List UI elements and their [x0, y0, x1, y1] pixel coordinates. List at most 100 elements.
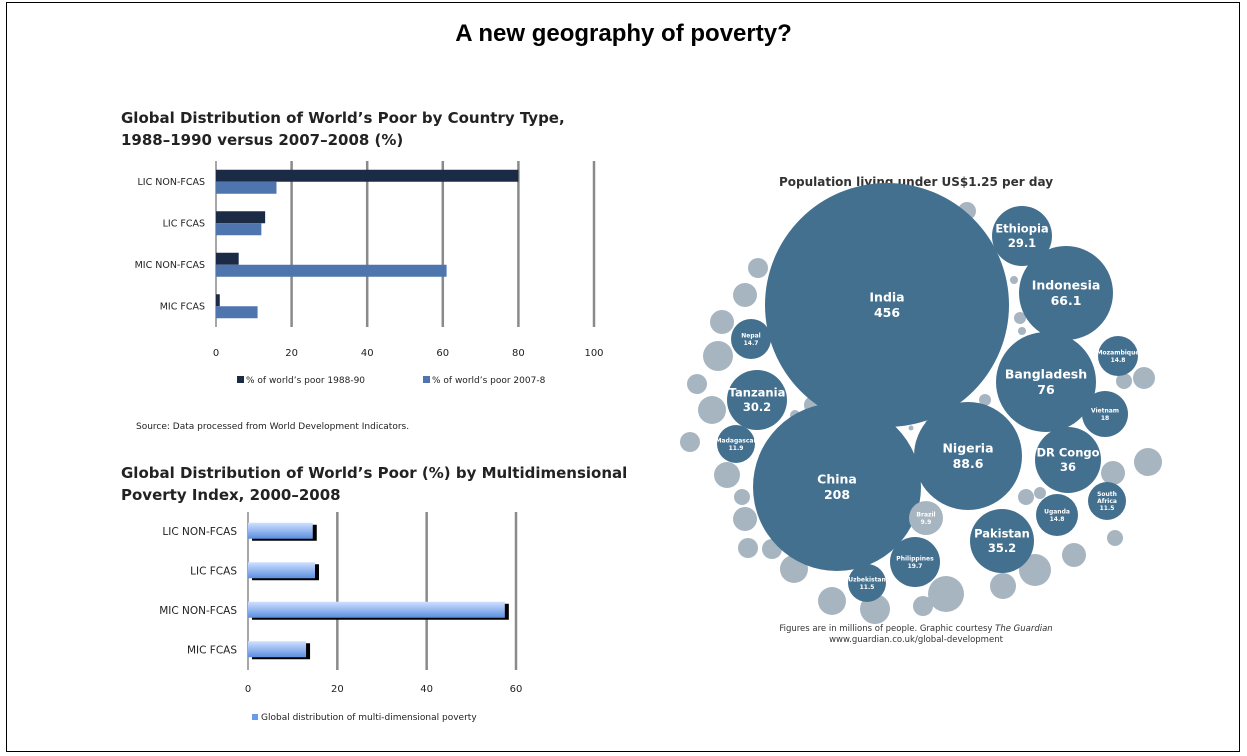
chart3-minor-bubble — [703, 341, 733, 371]
bubble-label: Ethiopia — [995, 222, 1048, 236]
chart2-x-tick-label: 20 — [331, 684, 344, 695]
chart2-x-tick-label: 60 — [510, 684, 523, 695]
bubble-tanzania — [727, 370, 787, 430]
chart2-bar — [248, 562, 315, 579]
chart3-minor-bubble — [913, 596, 933, 616]
chart3-minor-bubble — [1116, 373, 1132, 389]
bubble-india — [765, 183, 1009, 427]
bubble-label: Uzbekistan — [848, 576, 886, 583]
chart3-minor-bubble — [1018, 327, 1026, 335]
bubble-label: India — [869, 289, 904, 304]
chart2-legend-label: Global distribution of multi-dimensional… — [261, 713, 477, 723]
chart3-minor-bubble — [1010, 276, 1018, 284]
bubble-value: 11.5 — [1100, 505, 1115, 512]
chart3-minor-bubble — [734, 489, 750, 505]
bubble-value: 9.9 — [921, 519, 932, 526]
bubble-label: Bangladesh — [1005, 366, 1087, 381]
chart1-category-label: LIC FCAS — [163, 218, 205, 229]
bubble-value: 14.7 — [744, 340, 759, 347]
chart3-minor-bubble — [1018, 489, 1034, 505]
chart1-category-label: LIC NON-FCAS — [138, 177, 206, 188]
bubble-brazil — [909, 501, 943, 535]
chart1-legend-label: % of world’s poor 2007-8 — [432, 376, 546, 386]
chart3-minor-bubble — [1133, 367, 1155, 389]
bubble-pakistan — [970, 509, 1034, 573]
chart3-minor-bubble — [818, 587, 846, 615]
chart3-title: Population living under US$1.25 per day — [779, 175, 1053, 189]
chart1-x-tick-label: 20 — [285, 348, 298, 359]
bubble-value: 76 — [1037, 382, 1055, 397]
chart2-category-label: LIC FCAS — [190, 565, 237, 577]
chart1-bar — [216, 169, 519, 182]
chart3-minor-bubble — [1101, 461, 1125, 485]
bubble-label: Nepal — [741, 332, 761, 339]
bubble-uzbekistan — [848, 564, 886, 602]
chart3-minor-bubble — [714, 462, 740, 488]
chart1-bar — [216, 223, 262, 236]
bubble-indonesia — [1019, 246, 1113, 340]
chart3-minor-bubble — [738, 538, 758, 558]
chart3-minor-bubble — [990, 573, 1016, 599]
chart1-bar — [216, 252, 239, 265]
bubble-south-africa — [1088, 482, 1126, 520]
chart1-x-tick-label: 80 — [512, 348, 525, 359]
bubble-label: Vietnam — [1091, 407, 1119, 414]
chart1-bar — [216, 306, 258, 319]
chart3-minor-bubble — [698, 396, 726, 424]
chart1-bar — [216, 294, 220, 307]
chart2-legend-swatch — [252, 714, 258, 720]
bubble-label: Indonesia — [1032, 277, 1101, 292]
chart1-x-tick-label: 0 — [213, 348, 219, 359]
slide-frame — [6, 2, 1240, 752]
chart3-minor-bubble — [1014, 312, 1026, 324]
bubble-ethiopia — [992, 206, 1052, 266]
chart2-title: Global Distribution of World’s Poor (%) … — [121, 462, 627, 506]
bubble-value: 14.8 — [1111, 357, 1126, 364]
bubble-philippines — [890, 537, 940, 587]
chart3-minor-bubble — [748, 258, 768, 278]
chart2-bar — [248, 641, 307, 658]
bubble-uganda — [1036, 494, 1078, 536]
chart3-minor-bubble — [1034, 487, 1046, 499]
chart1-legend-swatch — [237, 376, 244, 383]
bubble-nigeria — [914, 402, 1022, 510]
chart1-x-tick-label: 100 — [584, 348, 603, 359]
bubble-label: Africa — [1097, 498, 1117, 505]
bubble-label: Mozambique — [1097, 349, 1140, 356]
bubble-bangladesh — [996, 332, 1096, 432]
chart3-minor-bubble — [710, 310, 734, 334]
bubble-value: 14.8 — [1050, 516, 1065, 523]
bubble-value: 88.6 — [953, 456, 984, 471]
chart2-title-line2: Poverty Index, 2000–2008 — [121, 486, 341, 504]
chart2-x-tick-label: 0 — [245, 684, 251, 695]
chart3-bubble-chart: Population living under US$1.25 per day … — [680, 175, 1162, 645]
chart1-title: Global Distribution of World’s Poor by C… — [121, 107, 565, 151]
chart2-title-line1: Global Distribution of World’s Poor (%) … — [121, 464, 628, 482]
bubble-label: Nigeria — [942, 440, 993, 455]
chart2-bar-chart: 0 20 40 60 LIC NON-FCAS LIC FCAS MIC NON-FCAS M… — [159, 512, 523, 723]
chart1-title-line1: Global Distribution of World’s Poor by C… — [121, 109, 565, 127]
chart2-bar — [248, 522, 313, 539]
bubble-mozambique — [1098, 336, 1138, 376]
bubble-value: 18 — [1101, 415, 1109, 422]
bubble-value: 19.7 — [908, 563, 923, 570]
bubble-nepal — [731, 319, 771, 359]
bubble-label: Brazil — [916, 511, 935, 518]
bubble-label: South — [1097, 491, 1117, 498]
chart2-category-label: MIC NON-FCAS — [159, 605, 237, 617]
chart2-x-tick-label: 40 — [420, 684, 433, 695]
bubble-label: DR Congo — [1036, 446, 1099, 460]
chart2-bar — [248, 601, 505, 618]
bubble-value: 29.1 — [1008, 236, 1036, 250]
bubble-value: 11.5 — [860, 584, 875, 591]
chart3-footnote-1b: The Guardian — [995, 624, 1053, 634]
chart1-legend-label: % of world’s poor 1988-90 — [246, 376, 365, 386]
chart1-source: Source: Data processed from World Develo… — [136, 422, 410, 432]
chart1-bar-chart: 0 20 40 60 80 100 LIC NON-FCAS LIC FCAS MIC NON-… — [135, 161, 604, 386]
chart2-category-label: LIC NON-FCAS — [162, 526, 237, 538]
bubble-value: 456 — [874, 305, 900, 320]
bubble-value: 36 — [1060, 460, 1076, 474]
chart1-title-line2: 1988–1990 versus 2007–2008 (%) — [121, 131, 404, 149]
chart3-minor-bubble — [733, 507, 757, 531]
chart3-minor-bubble — [928, 576, 964, 612]
